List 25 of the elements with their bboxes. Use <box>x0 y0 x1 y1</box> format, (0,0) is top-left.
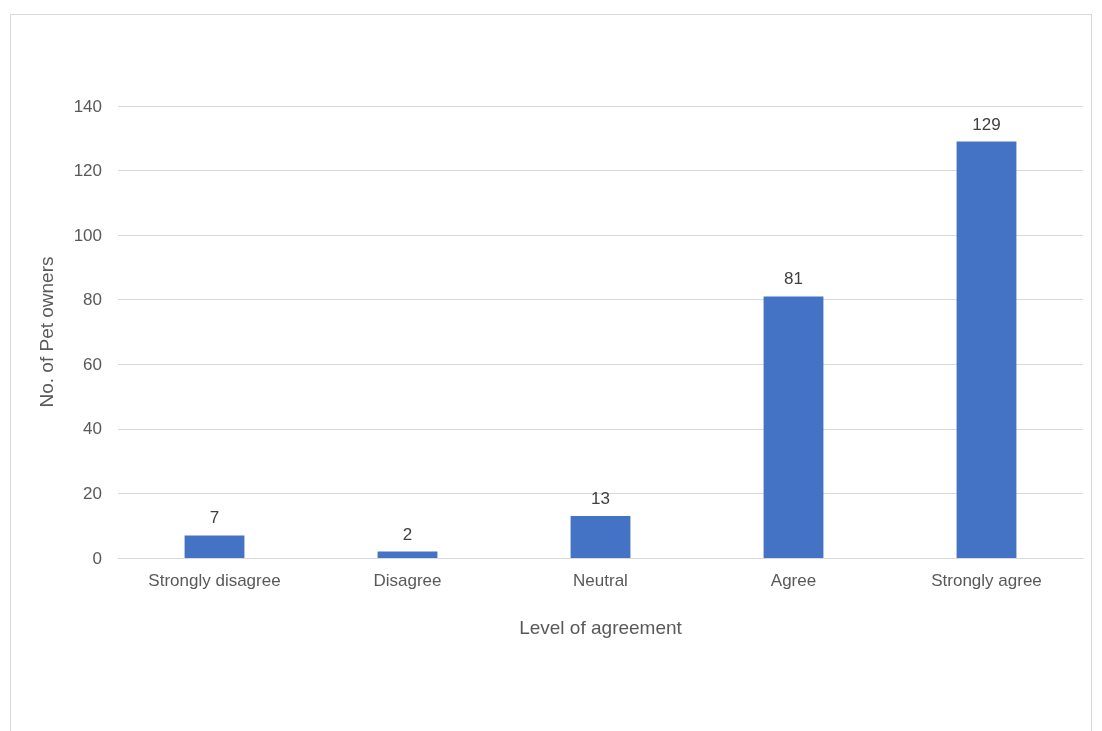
y-tick-label: 60 <box>83 354 102 374</box>
y-tick-label: 80 <box>83 290 102 310</box>
x-tick-label: Strongly disagree <box>148 571 281 590</box>
data-label: 7 <box>209 508 220 528</box>
bar <box>184 535 245 558</box>
y-tick-label: 140 <box>73 96 102 116</box>
x-axis-title: Level of agreement <box>519 617 683 638</box>
x-tick-label: Neutral <box>573 571 628 590</box>
bar <box>570 516 631 558</box>
x-tick-label: Strongly agree <box>931 571 1042 590</box>
data-label: 13 <box>591 489 610 509</box>
data-label: 2 <box>402 524 413 544</box>
x-tick-label: Agree <box>770 571 817 590</box>
y-tick-label: 40 <box>83 419 102 439</box>
bar <box>763 296 824 558</box>
bar <box>377 551 438 558</box>
y-tick-label: 20 <box>83 483 102 503</box>
data-label: 81 <box>784 269 803 289</box>
y-tick-label: 100 <box>73 225 102 245</box>
data-label: 129 <box>972 114 1001 134</box>
y-tick-label: 120 <box>73 161 102 181</box>
y-tick-label: 0 <box>92 548 102 568</box>
x-tick-label: Disagree <box>373 571 442 590</box>
bar <box>956 141 1017 558</box>
y-axis-title: No. of Pet owners <box>36 256 57 408</box>
